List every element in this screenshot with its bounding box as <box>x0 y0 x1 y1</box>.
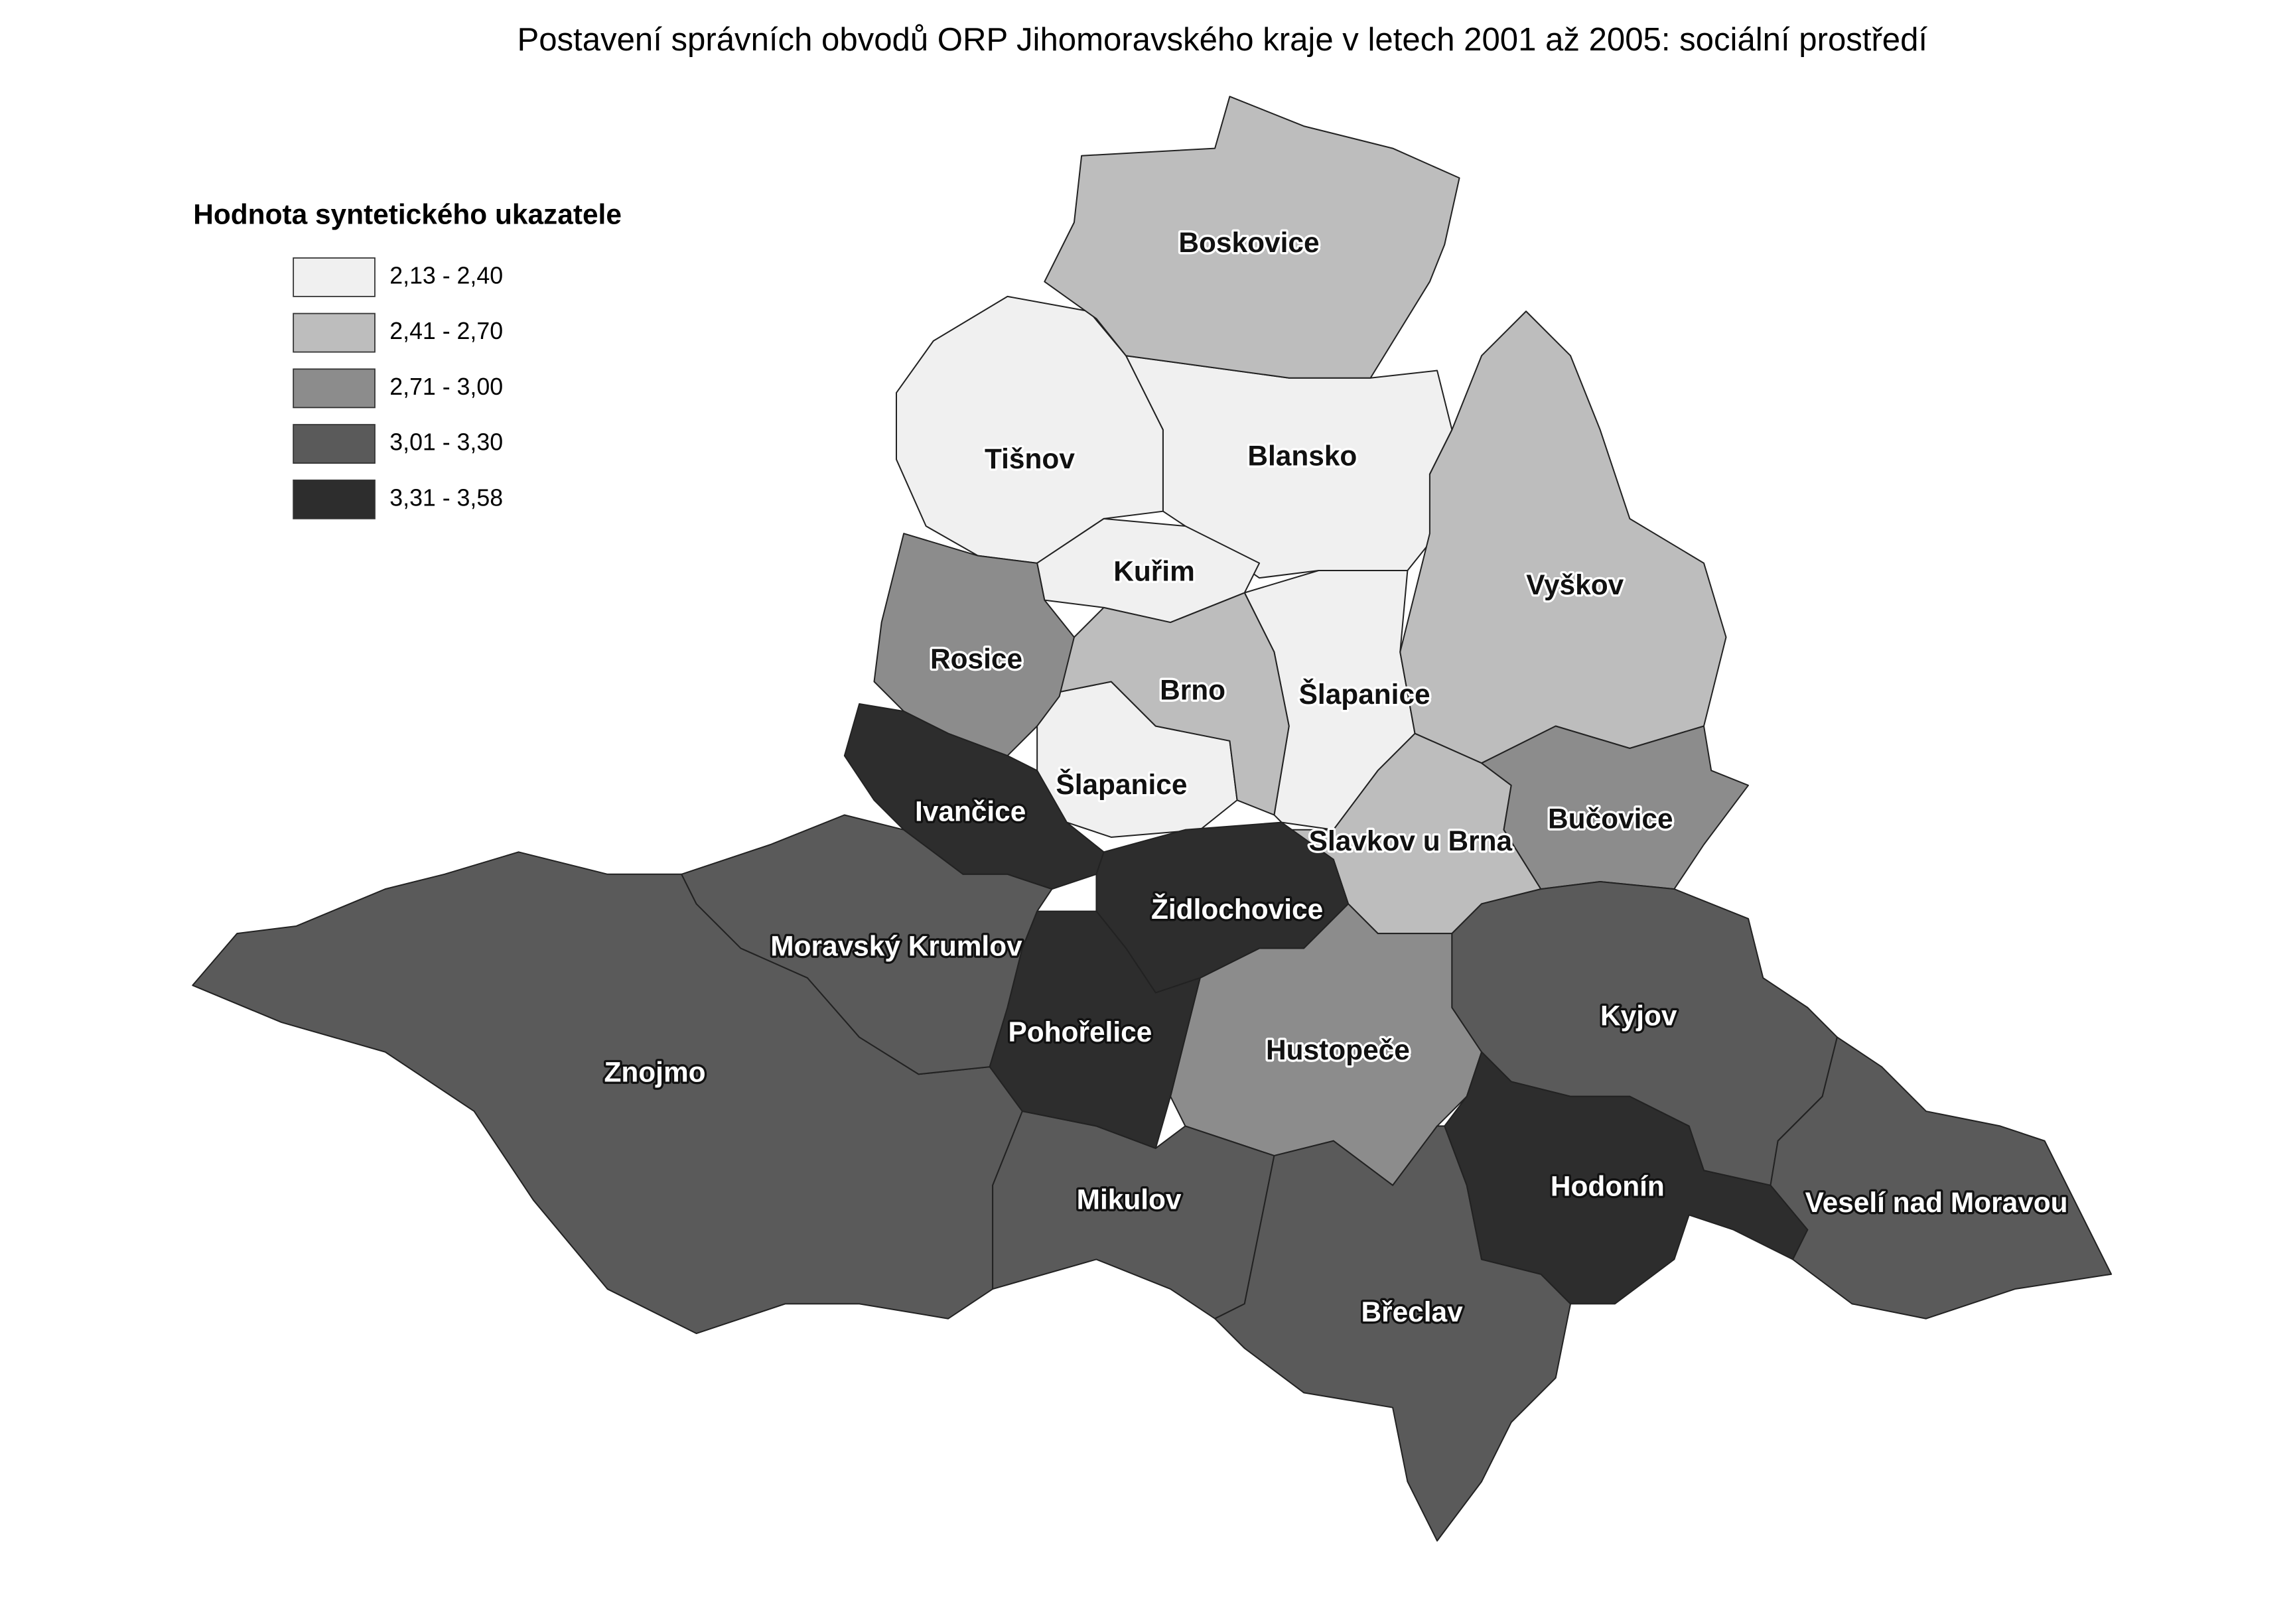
region-label: Břeclav <box>1361 1296 1463 1327</box>
region-label: Pohořelice <box>1008 1016 1152 1048</box>
title: Postavení správních obvodů ORP Jihomorav… <box>517 22 1927 58</box>
region <box>1481 725 1750 890</box>
legend: 2,13 - 2,40 2,41 - 2,70 2,71 - 3,00 3,01 - … <box>293 257 503 519</box>
legend-label: 2,71 - 3,00 <box>389 373 503 400</box>
legend-label: 2,13 - 2,40 <box>389 262 503 289</box>
region-label: Blansko <box>1247 440 1357 472</box>
region-label: Ivančice <box>915 795 1026 827</box>
region-label: Moravský Krumlov <box>770 931 1022 962</box>
legend-label: 2,41 - 2,70 <box>389 318 503 344</box>
region-label: Rosice <box>930 643 1022 674</box>
region-label: Hodonín <box>1551 1170 1665 1201</box>
region-labels: Tišnov Blansko Kuřim Šlapanice Šlapanice Bosk… <box>602 225 2070 1330</box>
legend-swatch <box>293 368 376 409</box>
region <box>1214 1125 1572 1542</box>
region-label: Boskovice <box>1178 227 1319 258</box>
region-label: Bučovice <box>1548 803 1673 835</box>
region-label: Kuřim <box>1113 556 1195 587</box>
legend-swatch <box>293 479 376 519</box>
legend-swatch <box>293 424 376 464</box>
legend-swatch <box>293 312 376 353</box>
region <box>1125 355 1453 579</box>
region <box>989 910 1201 1149</box>
region-label: Kyjov <box>1600 1000 1677 1032</box>
legend-label: 3,31 - 3,58 <box>389 484 503 511</box>
region-label: Mikulov <box>1077 1184 1182 1215</box>
region-label: Tišnov <box>985 443 1075 474</box>
region <box>1399 310 1727 764</box>
region-label: Znojmo <box>604 1056 705 1087</box>
region-label: Slavkov u Brna <box>1309 825 1513 856</box>
region-label: Hustopeče <box>1266 1034 1410 1065</box>
region <box>1770 1036 2113 1320</box>
region <box>1444 1051 1809 1305</box>
region-label: Šlapanice <box>1299 678 1430 710</box>
legend-label: 3,01 - 3,30 <box>389 429 503 456</box>
region-label: Židlochovice <box>1151 893 1323 925</box>
region <box>1044 96 1460 379</box>
legend-title: Hodnota syntetického ukazatele <box>193 199 622 230</box>
region-label: Vyškov <box>1526 569 1624 600</box>
region-label: Brno <box>1160 674 1225 705</box>
region-label: Šlapanice <box>1056 768 1187 800</box>
region-label: Veselí nad Moravou <box>1805 1187 2068 1218</box>
regions <box>192 96 2113 1542</box>
region <box>873 533 1075 757</box>
legend-swatch <box>293 257 376 297</box>
region <box>1036 592 1290 816</box>
